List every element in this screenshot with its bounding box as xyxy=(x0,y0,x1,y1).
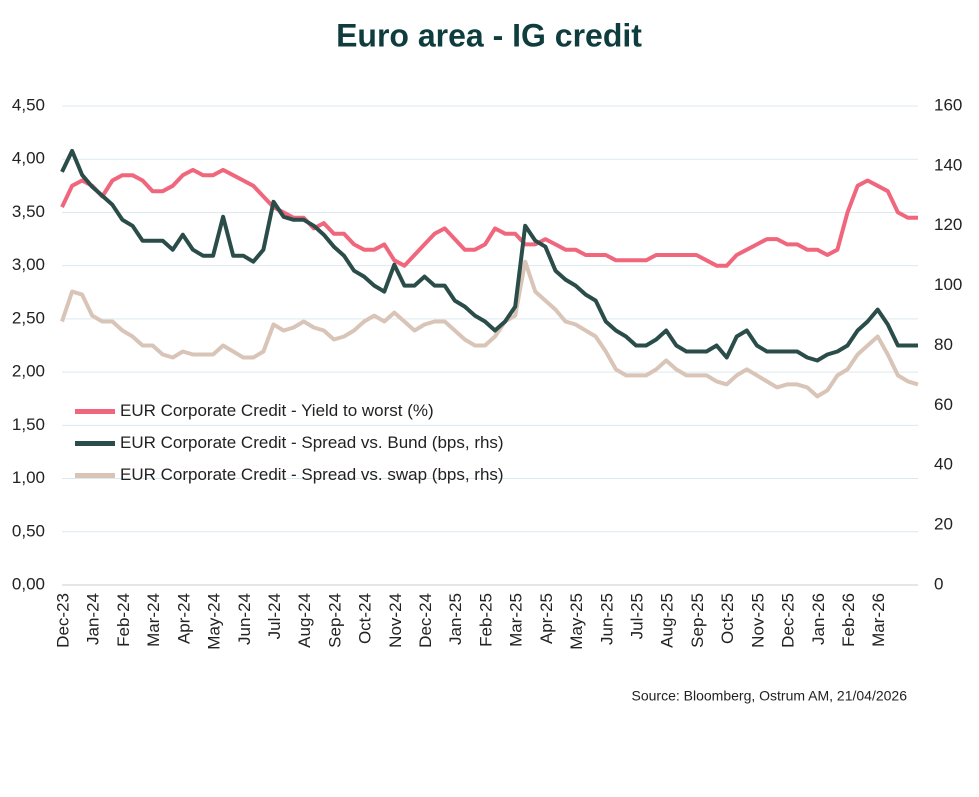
legend-label: EUR Corporate Credit - Spread vs. swap (… xyxy=(120,465,504,484)
y-tick-label: 1,00 xyxy=(12,468,45,487)
x-tick-label: Oct-25 xyxy=(718,593,737,644)
x-tick-label: Dec-25 xyxy=(779,593,798,648)
x-tick-label: Sep-24 xyxy=(325,593,344,648)
y2-tick-label: 0 xyxy=(934,574,943,593)
x-tick-label: Apr-25 xyxy=(537,593,556,644)
chart-title: Euro area - IG credit xyxy=(336,17,642,53)
x-tick-label: Jan-25 xyxy=(446,593,465,645)
x-tick-label: Mar-25 xyxy=(507,593,526,647)
x-tick-label: Feb-26 xyxy=(839,593,858,647)
y2-tick-label: 160 xyxy=(934,95,962,114)
y2-tick-label: 120 xyxy=(934,215,962,234)
x-tick-label: Jun-25 xyxy=(597,593,616,645)
y2-tick-label: 100 xyxy=(934,275,962,294)
y-tick-label: 0,50 xyxy=(12,521,45,540)
legend-item: EUR Corporate Credit - Spread vs. Bund (… xyxy=(75,432,545,454)
y-tick-label: 4,50 xyxy=(12,95,45,114)
x-tick-label: Feb-24 xyxy=(114,593,133,647)
y-tick-label: 3,00 xyxy=(12,255,45,274)
y2-tick-label: 80 xyxy=(934,335,953,354)
y2-tick-label: 40 xyxy=(934,455,953,474)
legend-item: EUR Corporate Credit - Spread vs. swap (… xyxy=(75,464,545,486)
y-tick-label: 3,50 xyxy=(12,202,45,221)
x-tick-label: Dec-23 xyxy=(53,593,72,648)
y-tick-label: 0,00 xyxy=(12,574,45,593)
y-tick-label: 2,50 xyxy=(12,308,45,327)
legend-swatch xyxy=(75,409,115,414)
x-tick-label: Sep-25 xyxy=(688,593,707,648)
legend-item: EUR Corporate Credit - Yield to worst (%… xyxy=(75,400,545,422)
legend-swatch xyxy=(75,441,115,446)
y-tick-label: 1,50 xyxy=(12,415,45,434)
x-tick-label: Mar-24 xyxy=(144,593,163,647)
x-tick-label: Aug-24 xyxy=(295,593,314,648)
x-tick-label: Nov-24 xyxy=(386,593,405,648)
series-line xyxy=(60,167,918,268)
legend-swatch xyxy=(75,473,115,478)
legend-label: EUR Corporate Credit - Yield to worst (%… xyxy=(120,401,434,420)
x-tick-label: Oct-24 xyxy=(356,593,375,644)
x-tick-label: Aug-25 xyxy=(658,593,677,648)
y2-tick-label: 60 xyxy=(934,395,953,414)
y-tick-label: 4,00 xyxy=(12,149,45,168)
x-tick-label: Apr-24 xyxy=(174,593,193,644)
y2-tick-label: 20 xyxy=(934,515,953,534)
x-tick-label: Jan-26 xyxy=(809,593,828,645)
y2-tick-label: 140 xyxy=(934,155,962,174)
x-tick-label: May-25 xyxy=(567,593,586,650)
x-tick-label: May-24 xyxy=(205,593,224,650)
x-tick-label: Jun-24 xyxy=(235,593,254,645)
x-tick-label: Jul-25 xyxy=(628,593,647,639)
x-tick-label: Jul-24 xyxy=(265,593,284,639)
x-tick-label: Mar-26 xyxy=(869,593,888,647)
x-tick-label: Feb-25 xyxy=(476,593,495,647)
legend-label: EUR Corporate Credit - Spread vs. Bund (… xyxy=(120,433,504,452)
x-tick-label: Jan-24 xyxy=(84,593,103,645)
x-tick-label: Dec-24 xyxy=(416,593,435,648)
x-tick-label: Nov-25 xyxy=(748,593,767,648)
series-line xyxy=(60,259,919,399)
y-tick-label: 2,00 xyxy=(12,362,45,381)
source-note: Source: Bloomberg, Ostrum AM, 21/04/2026 xyxy=(632,688,908,704)
series-line xyxy=(60,148,918,363)
legend: EUR Corporate Credit - Yield to worst (%… xyxy=(75,400,545,496)
